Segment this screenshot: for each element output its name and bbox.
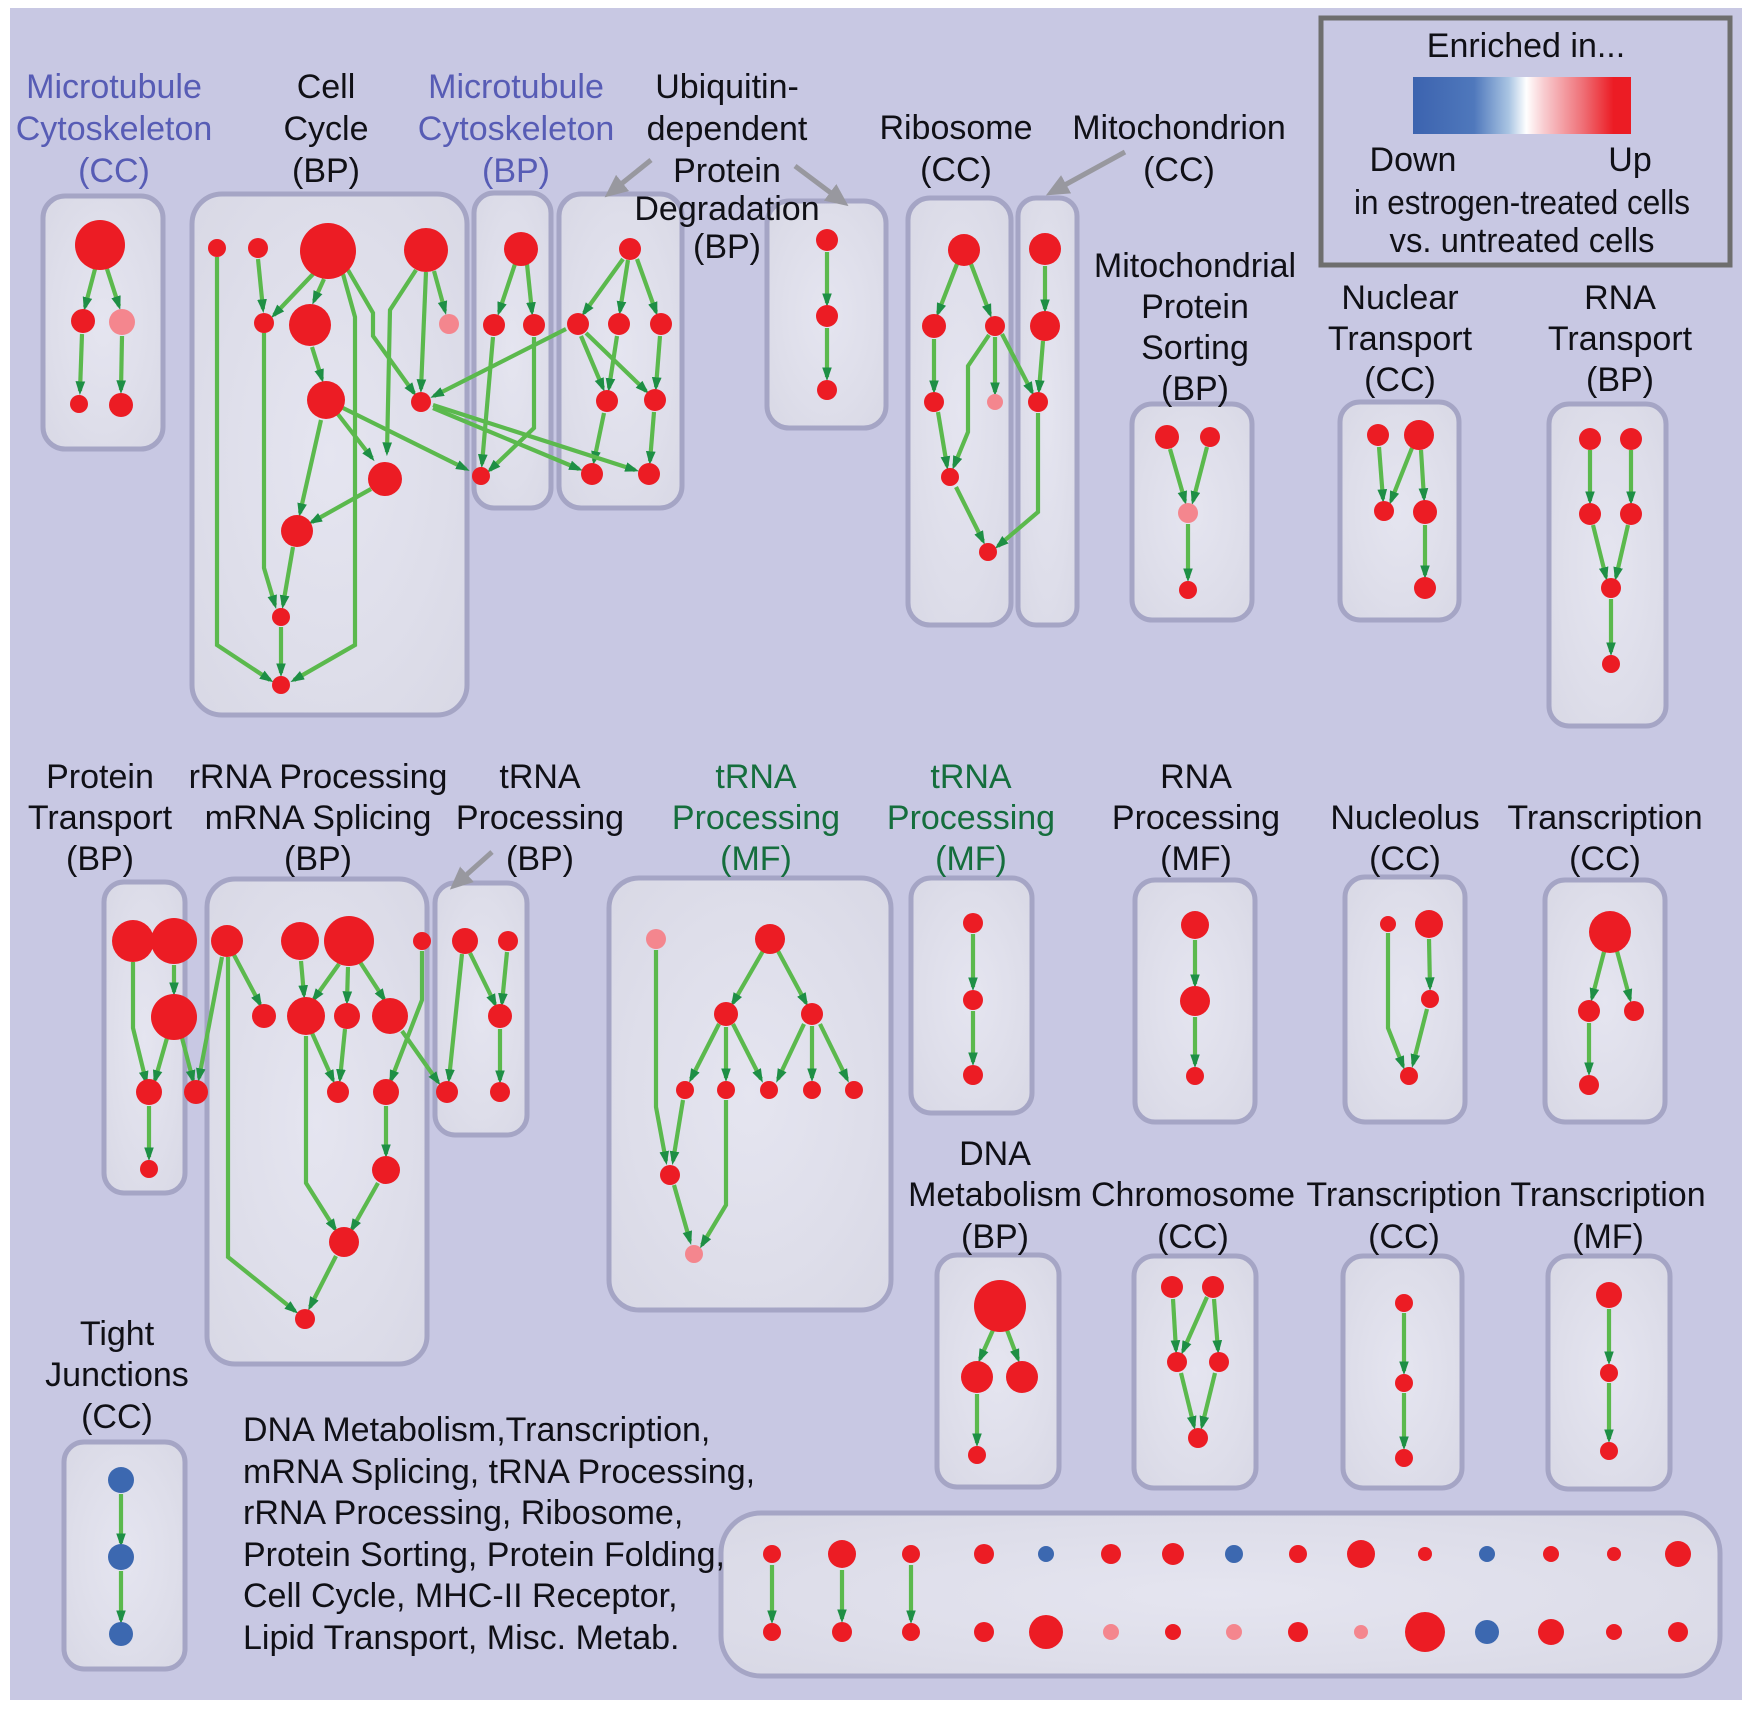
svg-text:Cell: Cell bbox=[297, 68, 356, 106]
svg-text:(BP): (BP) bbox=[1586, 361, 1654, 399]
svg-text:vs. untreated cells: vs. untreated cells bbox=[1390, 222, 1655, 260]
svg-text:(BP): (BP) bbox=[1161, 370, 1229, 408]
svg-text:Transport: Transport bbox=[28, 799, 173, 837]
svg-text:Processing: Processing bbox=[887, 799, 1055, 837]
svg-text:rRNA Processing, Ribosome,: rRNA Processing, Ribosome, bbox=[243, 1494, 683, 1532]
svg-text:Transcription: Transcription bbox=[1510, 1176, 1705, 1214]
svg-text:Cytoskeleton: Cytoskeleton bbox=[16, 110, 213, 148]
svg-text:dependent: dependent bbox=[647, 110, 808, 148]
svg-text:(MF): (MF) bbox=[1572, 1218, 1644, 1256]
svg-text:(MF): (MF) bbox=[935, 840, 1007, 878]
svg-text:DNA: DNA bbox=[959, 1135, 1031, 1173]
svg-text:(CC): (CC) bbox=[1157, 1218, 1229, 1256]
svg-text:Tight: Tight bbox=[80, 1315, 155, 1353]
svg-text:Down: Down bbox=[1370, 141, 1457, 179]
svg-text:Cycle: Cycle bbox=[283, 110, 368, 148]
svg-text:Transcription: Transcription bbox=[1306, 1176, 1501, 1214]
svg-text:(BP): (BP) bbox=[284, 840, 352, 878]
svg-text:(MF): (MF) bbox=[720, 840, 792, 878]
svg-text:(BP): (BP) bbox=[961, 1218, 1029, 1256]
svg-text:Transport: Transport bbox=[1548, 320, 1693, 358]
svg-text:tRNA: tRNA bbox=[930, 758, 1012, 796]
svg-text:(CC): (CC) bbox=[1369, 840, 1441, 878]
svg-text:Mitochondrion: Mitochondrion bbox=[1072, 109, 1286, 147]
svg-text:Transcription: Transcription bbox=[1507, 799, 1702, 837]
svg-text:(BP): (BP) bbox=[506, 840, 574, 878]
svg-text:(CC): (CC) bbox=[1143, 151, 1215, 189]
svg-text:RNA: RNA bbox=[1160, 758, 1232, 796]
svg-text:(CC): (CC) bbox=[1569, 840, 1641, 878]
svg-text:Degradation: Degradation bbox=[634, 190, 819, 228]
svg-text:(CC): (CC) bbox=[1364, 361, 1436, 399]
svg-text:tRNA: tRNA bbox=[715, 758, 797, 796]
svg-text:(BP): (BP) bbox=[482, 152, 550, 190]
svg-text:(CC): (CC) bbox=[1368, 1218, 1440, 1256]
svg-text:Protein Sorting, Protein Foldi: Protein Sorting, Protein Folding, bbox=[243, 1536, 725, 1574]
svg-text:Cytoskeleton: Cytoskeleton bbox=[418, 110, 615, 148]
svg-text:Microtubule: Microtubule bbox=[428, 68, 604, 106]
svg-text:(BP): (BP) bbox=[66, 840, 134, 878]
svg-text:(BP): (BP) bbox=[292, 152, 360, 190]
svg-text:(CC): (CC) bbox=[78, 152, 150, 190]
svg-text:(CC): (CC) bbox=[81, 1398, 153, 1436]
svg-text:DNA Metabolism,Transcription,: DNA Metabolism,Transcription, bbox=[243, 1411, 710, 1449]
svg-text:Chromosome: Chromosome bbox=[1091, 1176, 1295, 1214]
svg-text:(MF): (MF) bbox=[1160, 840, 1232, 878]
svg-text:(BP): (BP) bbox=[693, 228, 761, 266]
svg-text:Cell Cycle, MHC-II Receptor,: Cell Cycle, MHC-II Receptor, bbox=[243, 1577, 678, 1615]
svg-text:Nuclear: Nuclear bbox=[1341, 279, 1458, 317]
svg-text:Sorting: Sorting bbox=[1141, 329, 1249, 367]
svg-text:Ubiquitin-: Ubiquitin- bbox=[655, 68, 799, 106]
svg-text:Metabolism: Metabolism bbox=[908, 1176, 1082, 1214]
svg-text:in estrogen-treated cells: in estrogen-treated cells bbox=[1354, 184, 1690, 222]
svg-text:(CC): (CC) bbox=[920, 151, 992, 189]
svg-text:Processing: Processing bbox=[1112, 799, 1280, 837]
svg-text:Transport: Transport bbox=[1328, 320, 1473, 358]
svg-text:Up: Up bbox=[1608, 141, 1651, 179]
svg-text:Ribosome: Ribosome bbox=[879, 109, 1032, 147]
svg-text:mRNA Splicing, tRNA Processing: mRNA Splicing, tRNA Processing, bbox=[243, 1453, 755, 1491]
svg-text:Microtubule: Microtubule bbox=[26, 68, 202, 106]
svg-text:Enriched in...: Enriched in... bbox=[1427, 27, 1625, 65]
svg-text:Nucleolus: Nucleolus bbox=[1330, 799, 1479, 837]
svg-text:mRNA Splicing: mRNA Splicing bbox=[205, 799, 432, 837]
svg-text:Protein: Protein bbox=[1141, 288, 1249, 326]
svg-text:tRNA: tRNA bbox=[499, 758, 581, 796]
svg-text:RNA: RNA bbox=[1584, 279, 1656, 317]
svg-text:Protein: Protein bbox=[673, 152, 781, 190]
svg-text:Processing: Processing bbox=[456, 799, 624, 837]
svg-text:Junctions: Junctions bbox=[45, 1356, 189, 1394]
svg-text:Mitochondrial: Mitochondrial bbox=[1094, 247, 1296, 285]
svg-text:Lipid Transport, Misc. Metab.: Lipid Transport, Misc. Metab. bbox=[243, 1619, 680, 1657]
svg-text:rRNA Processing: rRNA Processing bbox=[189, 758, 448, 796]
svg-text:Protein: Protein bbox=[46, 758, 154, 796]
svg-text:Processing: Processing bbox=[672, 799, 840, 837]
